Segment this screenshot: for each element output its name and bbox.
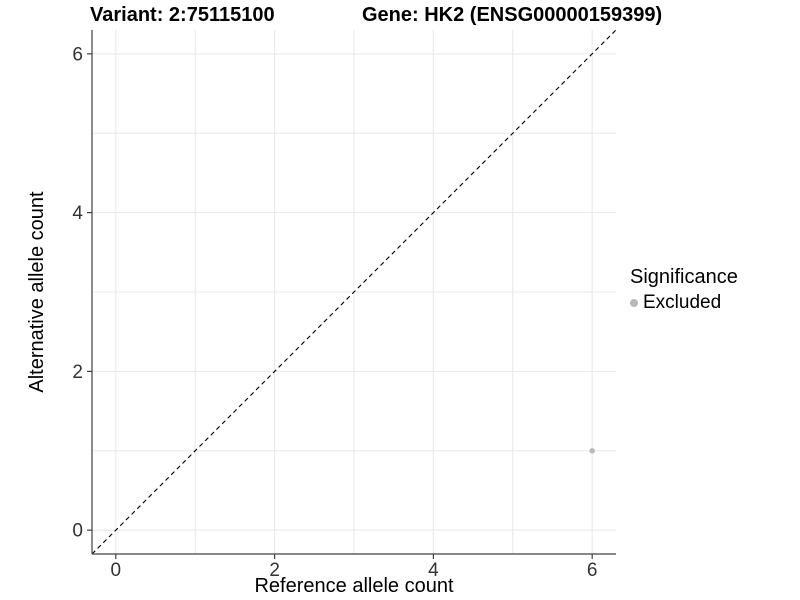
- legend-item-label: Excluded: [643, 292, 722, 313]
- y-tick-label: 6: [72, 44, 83, 65]
- data-point: [589, 448, 595, 454]
- x-tick-label: 2: [269, 560, 280, 581]
- plot-title-variant: Variant: 2:75115100: [90, 4, 275, 26]
- x-tick-label: 4: [428, 560, 439, 581]
- legend: Significance Excluded: [630, 266, 738, 314]
- x-tick-label: 0: [111, 560, 122, 581]
- legend-item-excluded: Excluded: [630, 292, 738, 314]
- x-axis-title: Reference allele count: [254, 575, 454, 597]
- identity-dashed-line: [91, 29, 617, 555]
- legend-point-icon: [630, 299, 638, 307]
- x-tick-label: 6: [587, 560, 598, 581]
- legend-title: Significance: [630, 266, 738, 288]
- y-tick-label: 2: [72, 362, 83, 383]
- y-tick-label: 4: [72, 203, 83, 224]
- y-tick-label: 0: [72, 521, 83, 542]
- plot-title-gene: Gene: HK2 (ENSG00000159399): [362, 4, 663, 26]
- y-axis-title: Alternative allele count: [26, 191, 48, 393]
